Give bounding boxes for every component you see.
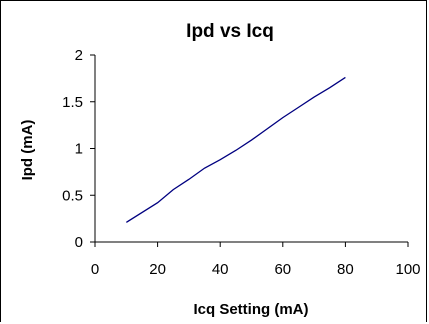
chart-title: Ipd vs Icq (186, 21, 274, 42)
x-axis-label: Icq Setting (mA) (194, 301, 309, 318)
x-tick-label: 80 (337, 261, 354, 278)
x-tick-label: 0 (91, 261, 99, 278)
x-tick-label: 40 (212, 261, 229, 278)
y-axis-ticks: 0 0.5 1 1.5 2 (62, 47, 95, 251)
y-tick-label: 1.5 (62, 94, 83, 111)
y-tick-label: 0 (75, 234, 83, 251)
x-axis-ticks: 0 20 40 60 80 100 (91, 242, 421, 278)
x-tick-label: 60 (274, 261, 291, 278)
series-layer (125, 76, 346, 223)
x-tick-label: 100 (395, 261, 420, 278)
y-tick-label: 0.5 (62, 187, 83, 204)
y-tick-label: 2 (75, 47, 83, 64)
y-axis-label: Ipd (mA) (19, 120, 36, 181)
x-tick-label: 20 (149, 261, 166, 278)
y-tick-label: 1 (75, 141, 83, 158)
series-line-0 (125, 76, 346, 223)
